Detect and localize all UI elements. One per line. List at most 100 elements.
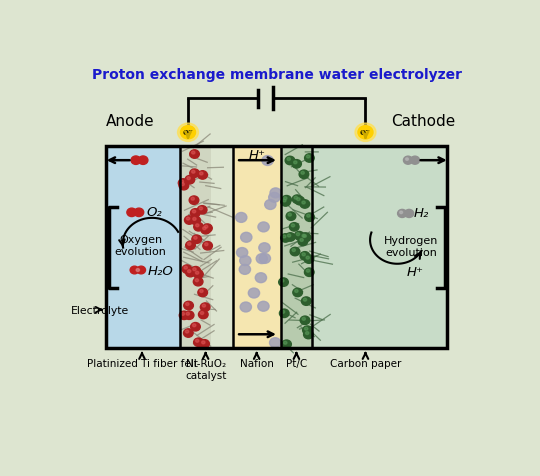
- Text: Pt/C: Pt/C: [286, 358, 307, 368]
- Circle shape: [202, 228, 206, 230]
- Circle shape: [303, 298, 307, 301]
- Circle shape: [289, 223, 299, 232]
- Text: H₂O: H₂O: [148, 264, 173, 277]
- Circle shape: [136, 269, 139, 272]
- Text: Cathode: Cathode: [391, 114, 455, 129]
- Circle shape: [189, 197, 199, 205]
- Circle shape: [281, 234, 291, 243]
- Circle shape: [185, 176, 195, 185]
- Circle shape: [300, 252, 310, 260]
- Circle shape: [205, 226, 208, 228]
- Circle shape: [269, 338, 281, 348]
- Circle shape: [358, 127, 373, 139]
- Text: Proton exchange membrane water electrolyzer: Proton exchange membrane water electroly…: [92, 68, 462, 81]
- Circle shape: [307, 156, 310, 159]
- Circle shape: [235, 213, 247, 223]
- Circle shape: [299, 171, 309, 179]
- Circle shape: [190, 169, 199, 178]
- Text: H⁺: H⁺: [248, 149, 265, 161]
- Circle shape: [181, 183, 184, 186]
- Circle shape: [303, 331, 313, 339]
- Circle shape: [290, 248, 300, 256]
- Circle shape: [248, 288, 260, 298]
- Circle shape: [195, 339, 199, 343]
- Circle shape: [203, 242, 212, 250]
- Circle shape: [355, 124, 376, 142]
- Bar: [281, 147, 312, 348]
- Circle shape: [282, 340, 292, 349]
- Bar: [312, 147, 448, 348]
- Circle shape: [187, 178, 190, 180]
- Circle shape: [294, 197, 298, 200]
- Circle shape: [298, 238, 308, 246]
- Circle shape: [199, 208, 202, 210]
- Circle shape: [193, 324, 196, 327]
- Circle shape: [130, 267, 139, 274]
- Circle shape: [198, 288, 207, 297]
- Text: O₂: O₂: [146, 205, 162, 218]
- Circle shape: [138, 157, 148, 165]
- Circle shape: [178, 179, 188, 188]
- Circle shape: [201, 226, 211, 235]
- Circle shape: [256, 254, 267, 264]
- Circle shape: [397, 210, 407, 218]
- Circle shape: [192, 152, 195, 155]
- Circle shape: [131, 157, 141, 165]
- Circle shape: [200, 303, 210, 312]
- Circle shape: [300, 200, 309, 209]
- Circle shape: [193, 278, 203, 286]
- Circle shape: [192, 210, 195, 213]
- Circle shape: [302, 326, 312, 335]
- Circle shape: [195, 224, 199, 228]
- Circle shape: [197, 206, 207, 215]
- Circle shape: [185, 217, 194, 225]
- Circle shape: [403, 157, 413, 165]
- Circle shape: [205, 243, 208, 246]
- Circle shape: [184, 329, 193, 337]
- Circle shape: [200, 290, 203, 293]
- Circle shape: [300, 234, 310, 242]
- Circle shape: [281, 198, 291, 207]
- Circle shape: [240, 256, 251, 266]
- Circle shape: [295, 290, 298, 293]
- Circle shape: [202, 224, 212, 233]
- Circle shape: [282, 236, 286, 238]
- Text: e⁻: e⁻: [360, 128, 371, 137]
- Circle shape: [186, 242, 195, 250]
- Text: H⁺: H⁺: [407, 265, 423, 278]
- Circle shape: [201, 341, 205, 344]
- Circle shape: [269, 193, 280, 203]
- Circle shape: [134, 208, 144, 217]
- Circle shape: [286, 233, 295, 242]
- Text: Oxygen
evolution: Oxygen evolution: [115, 235, 167, 257]
- Text: Anode: Anode: [106, 114, 154, 129]
- Circle shape: [279, 278, 288, 287]
- Circle shape: [282, 196, 292, 205]
- Circle shape: [193, 268, 196, 271]
- Circle shape: [193, 218, 196, 221]
- Circle shape: [262, 156, 273, 166]
- Circle shape: [191, 267, 200, 275]
- Circle shape: [182, 265, 192, 274]
- Circle shape: [303, 235, 306, 238]
- Circle shape: [301, 234, 311, 242]
- Circle shape: [127, 208, 137, 217]
- Circle shape: [255, 273, 267, 283]
- Circle shape: [279, 309, 289, 318]
- Circle shape: [179, 311, 189, 320]
- Circle shape: [184, 302, 193, 310]
- Circle shape: [287, 158, 291, 161]
- Circle shape: [400, 212, 403, 214]
- Circle shape: [191, 198, 194, 201]
- Bar: [233, 147, 281, 348]
- Circle shape: [285, 157, 295, 165]
- Circle shape: [200, 340, 210, 348]
- Text: H₂: H₂: [414, 207, 429, 219]
- Circle shape: [192, 171, 195, 174]
- Circle shape: [240, 302, 252, 312]
- Circle shape: [302, 253, 305, 256]
- Circle shape: [292, 249, 295, 252]
- Text: Hydrogen
evolution: Hydrogen evolution: [384, 236, 438, 258]
- Circle shape: [258, 222, 269, 232]
- Text: Carbon paper: Carbon paper: [330, 358, 401, 368]
